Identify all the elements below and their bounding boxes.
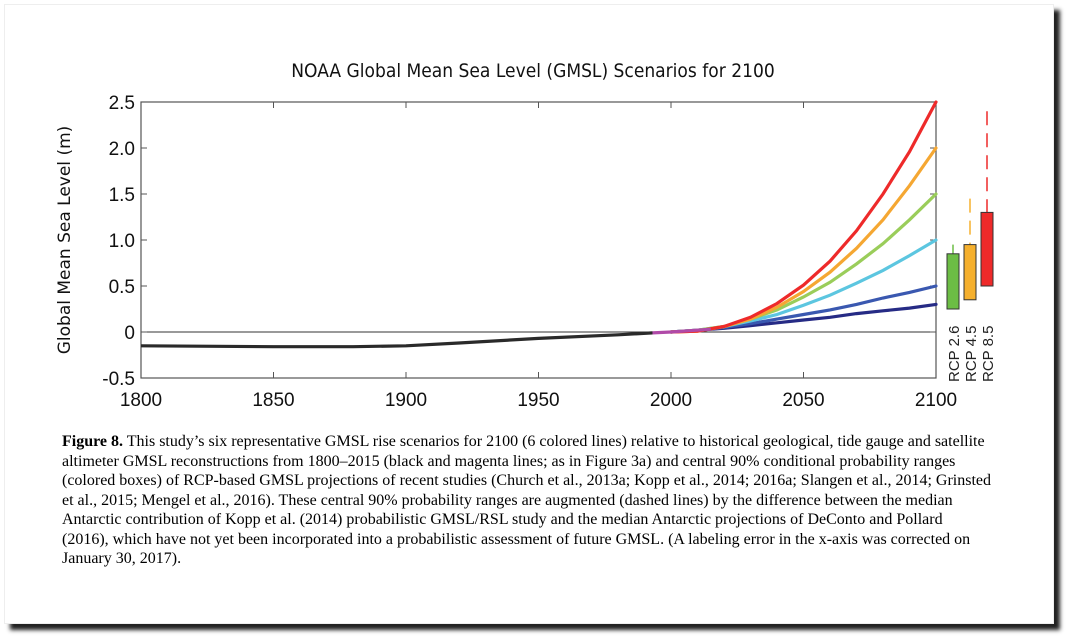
chart-title: NOAA Global Mean Sea Level (GMSL) Scenar… [291, 60, 775, 82]
probability-box [963, 244, 977, 301]
x-tick-label: 2000 [650, 390, 692, 411]
y-tick-label: 0 [124, 323, 135, 344]
box-label: RCP 8.5 [980, 326, 997, 382]
y-axis-label: Global Mean Sea Level (m) [55, 126, 75, 355]
caption-label: Figure 8. [62, 433, 124, 450]
plot-frame [140, 101, 937, 379]
y-tick-label: 1.5 [109, 185, 135, 206]
historical-line [140, 331, 653, 349]
box-label: RCP 2.6 [946, 326, 963, 382]
satellite-line [652, 327, 711, 335]
y-tick-label: 2.0 [109, 139, 135, 160]
y-tick-label: 0.5 [109, 277, 135, 298]
x-tick-label: 1950 [517, 390, 559, 411]
y-tick-label: -0.5 [102, 369, 135, 390]
caption-text: This study’s six representative GMSL ris… [62, 433, 991, 567]
sea-level-chart: 1800 1850 1900 1950 2000 2050 2100 -0.5 0 0.5 1.0 1… [55, 93, 997, 411]
figure-caption: Figure 8. This study’s six representativ… [62, 432, 992, 569]
y-tick-label: 1.0 [109, 231, 135, 252]
probability-box [980, 211, 994, 287]
y-tick-label: 2.5 [109, 93, 135, 114]
x-tick-label: 2050 [782, 390, 824, 411]
x-tick-label: 1850 [252, 390, 294, 411]
x-tick-label: 1900 [385, 390, 427, 411]
scenario-line-6 [669, 100, 938, 334]
box-label: RCP 4.5 [963, 326, 980, 382]
x-tick-label: 2100 [915, 390, 957, 411]
figure-card [4, 4, 1054, 624]
probability-box [946, 253, 960, 310]
x-tick-label: 1800 [120, 390, 162, 411]
